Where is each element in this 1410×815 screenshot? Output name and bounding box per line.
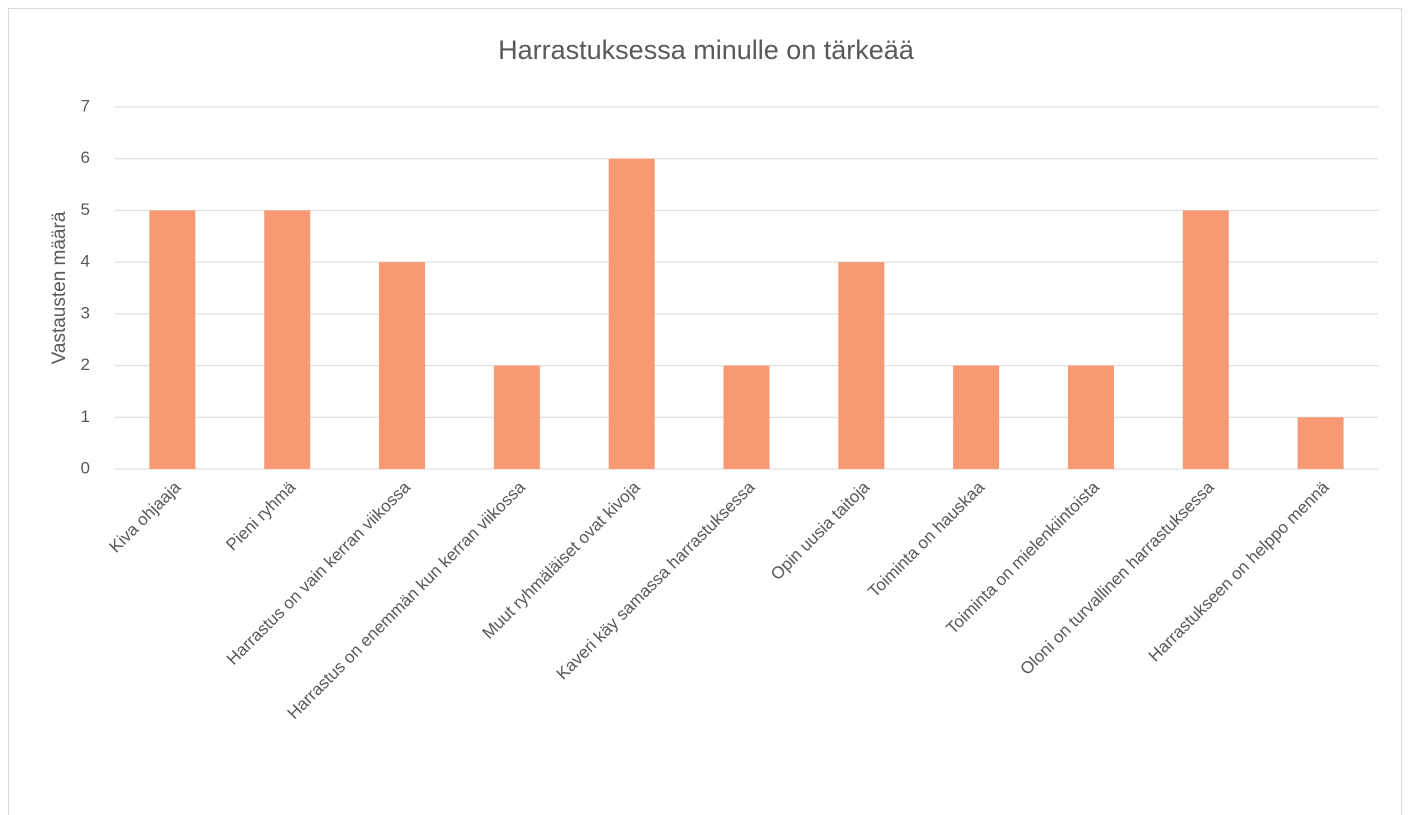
chart-border xyxy=(8,8,1402,815)
bar xyxy=(608,158,655,469)
chart-title: Harrastuksessa minulle on tärkeää xyxy=(498,35,915,65)
y-axis-label: Vastausten määrä xyxy=(49,211,70,364)
bar xyxy=(493,365,540,469)
y-tick-label: 1 xyxy=(81,407,90,426)
y-tick-label: 4 xyxy=(81,252,90,271)
bar xyxy=(723,365,770,469)
bar xyxy=(1182,210,1229,469)
y-tick-label: 2 xyxy=(81,355,90,374)
bar xyxy=(379,262,426,469)
y-tick-label: 6 xyxy=(81,148,90,167)
y-tick-label: 5 xyxy=(81,200,90,219)
bar xyxy=(953,365,1000,469)
y-tick-label: 0 xyxy=(81,458,90,477)
bar xyxy=(1067,365,1114,469)
bar xyxy=(264,210,311,469)
y-tick-label: 3 xyxy=(81,303,90,322)
bar xyxy=(1297,417,1344,469)
bar xyxy=(838,262,885,469)
y-tick-label: 7 xyxy=(81,96,90,115)
bar xyxy=(149,210,196,469)
